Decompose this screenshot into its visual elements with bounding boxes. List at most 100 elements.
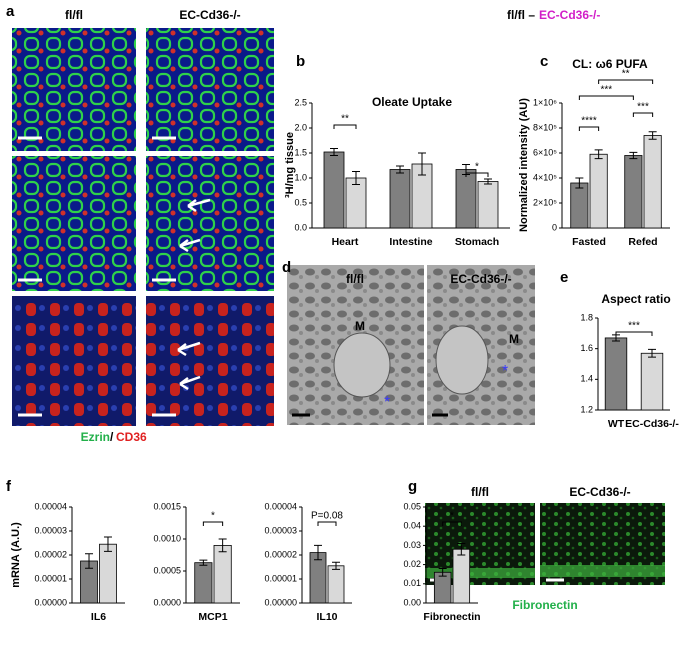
y-tick-label: 0.00001	[264, 573, 297, 583]
y-tick-label: 0.5	[294, 197, 307, 207]
significance-bracket	[578, 95, 634, 100]
panel-letter: b	[296, 53, 305, 70]
y-tick-label: 0	[552, 222, 557, 232]
significance-label: *	[211, 511, 215, 522]
marker-label: M	[509, 332, 519, 346]
bar	[643, 135, 662, 229]
y-tick-label: 0.00003	[34, 525, 67, 535]
y-tick-label: 0.0	[294, 222, 307, 232]
svg-text:*: *	[502, 363, 508, 380]
y-tick-label: 2.5	[294, 97, 307, 107]
significance-label: ***	[637, 102, 649, 113]
significance-label: ****	[581, 116, 597, 127]
significance-label: ***	[628, 321, 640, 332]
significance-label: **	[341, 114, 349, 125]
stain-label: Ezrin	[81, 430, 110, 444]
y-tick-label: 0.0000	[153, 597, 181, 607]
y-axis-label: ³H/mg tissue	[284, 132, 296, 198]
bar	[389, 169, 411, 229]
panel-letter: c	[540, 53, 548, 70]
x-tick-label: IL6	[91, 611, 106, 623]
error-bar	[648, 131, 657, 140]
significance-bracket	[598, 79, 654, 84]
y-tick-label: 8×10⁵	[533, 122, 557, 132]
panel-letter: g	[408, 478, 417, 495]
error-bar	[484, 178, 492, 185]
y-tick-label: 0.0010	[153, 533, 181, 543]
y-tick-label: 1.6	[580, 343, 593, 353]
significance-label: *	[475, 162, 479, 173]
x-tick-label: Fasted	[572, 236, 606, 248]
bar	[640, 352, 664, 411]
y-tick-label: 0.00004	[264, 501, 297, 511]
significance-bracket	[615, 331, 653, 336]
bar	[455, 169, 477, 229]
chart-title: Oleate Uptake	[372, 95, 452, 109]
error-bar	[314, 544, 322, 561]
y-tick-label: 0.00004	[34, 501, 67, 511]
bar	[323, 151, 345, 229]
bar	[589, 153, 608, 229]
error-bar	[648, 348, 656, 358]
significance-bracket	[202, 521, 224, 526]
y-tick-label: 0.01	[403, 578, 421, 588]
y-tick-label: 0.00000	[34, 597, 67, 607]
significance-label: *	[450, 511, 454, 522]
y-tick-label: 0.0015	[153, 501, 181, 511]
y-tick-label: 0.02	[403, 559, 421, 569]
error-bar	[330, 148, 338, 156]
stain-label: CD36	[116, 430, 147, 444]
error-bar	[218, 538, 227, 553]
x-tick-label: EC-Cd36-/-	[625, 418, 679, 430]
panel-letter: e	[560, 269, 568, 286]
x-tick-label: MCP1	[198, 611, 227, 623]
column-label: fl/fl	[471, 485, 489, 499]
chart-title: CL: ω6 PUFA	[572, 57, 648, 71]
error-bar	[457, 542, 466, 556]
bar	[345, 177, 367, 229]
x-tick-label: Fibronectin	[423, 611, 480, 623]
y-tick-label: 0.00002	[264, 549, 297, 559]
y-axis-label: mRNA (A.U.)	[10, 522, 22, 588]
marker-label: M	[355, 319, 365, 333]
x-tick-label: Refed	[628, 236, 657, 248]
y-tick-label: 0.0005	[153, 565, 181, 575]
bar	[213, 545, 232, 604]
significance-bracket	[465, 172, 489, 177]
y-tick-label: 4×10⁵	[533, 172, 557, 182]
y-axis-label: Normalized intensity (AU)	[518, 98, 530, 232]
significance-bracket	[333, 124, 357, 129]
error-bar	[594, 149, 603, 160]
y-tick-label: 0.03	[403, 540, 421, 550]
svg-text:*: *	[384, 394, 390, 411]
y-tick-label: 0.04	[403, 521, 421, 531]
header: EC-Cd36-/-	[539, 8, 600, 22]
significance-bracket	[632, 112, 654, 117]
x-tick-label: Stomach	[455, 236, 499, 248]
y-tick-label: 0.00000	[264, 597, 297, 607]
y-tick-label: 6×10⁵	[533, 147, 557, 157]
y-tick-label: 1.8	[580, 312, 593, 322]
x-tick-label: Intestine	[389, 236, 432, 248]
significance-bracket	[317, 521, 337, 526]
y-tick-label: 1.0	[294, 172, 307, 182]
panel-letter: f	[6, 478, 12, 495]
error-bar	[396, 165, 404, 174]
significance-bracket	[442, 521, 462, 526]
significance-label: ***	[601, 85, 613, 96]
y-tick-label: 1.5	[294, 147, 307, 157]
bar	[570, 182, 589, 229]
bar	[624, 155, 643, 229]
error-bar	[438, 567, 447, 577]
x-tick-label: IL10	[316, 611, 337, 623]
chart-title: Aspect ratio	[601, 292, 670, 306]
y-tick-label: 0.00003	[264, 525, 297, 535]
panel-letter: a	[6, 3, 15, 20]
y-tick-label: 0.05	[403, 501, 421, 511]
bar	[477, 181, 499, 229]
error-bar	[332, 561, 340, 570]
significance-bracket	[578, 126, 600, 131]
y-tick-label: 1.4	[580, 374, 593, 384]
y-tick-label: 1×10⁶	[533, 97, 557, 107]
